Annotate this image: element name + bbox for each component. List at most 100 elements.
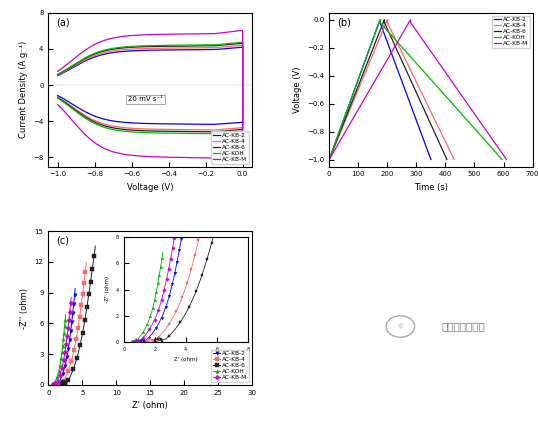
AC-KB-2: [58, 376, 64, 381]
AC-KB-6: [59, 382, 65, 387]
AC-KB-4: [451, 157, 457, 162]
AC-KB-6: [68, 372, 74, 377]
AC-KOH: [326, 156, 332, 161]
AC-KB-6: [239, 41, 246, 46]
AC-KB-2: [377, 17, 383, 22]
AC-KB-6: [381, 17, 387, 22]
AC-KB-4: [326, 157, 332, 162]
AC-KB-2: [54, 93, 61, 98]
AC-KB-6: [77, 58, 83, 63]
AC-KB-2: [52, 381, 59, 386]
AC-KOH: [54, 374, 60, 379]
AC-KB-M: [209, 156, 215, 161]
AC-KB-6: [393, 46, 399, 51]
AC-KB-2: [211, 122, 218, 127]
AC-KB-2: [143, 121, 150, 126]
AC-KOH: [54, 373, 61, 378]
AC-KB-M: [426, 46, 432, 51]
AC-KB-2: [105, 118, 111, 123]
AC-KB-M: [199, 155, 206, 160]
AC-KB-2: [419, 132, 425, 137]
AC-KB-M: [56, 373, 63, 378]
AC-KB-2: [56, 379, 62, 384]
AC-KOH: [400, 46, 406, 51]
AC-KB-M: [77, 51, 83, 56]
AC-KB-4: [63, 374, 69, 379]
AC-KB-M: [55, 376, 61, 381]
AC-KB-6: [92, 244, 98, 249]
Line: AC-KB-M: AC-KB-M: [329, 20, 506, 159]
AC-KB-M: [50, 382, 56, 387]
AC-KB-6: [424, 115, 431, 120]
AC-KOH: [199, 131, 206, 136]
AC-KB-M: [503, 157, 509, 162]
AC-KB-6: [326, 157, 332, 162]
Line: AC-KB-6: AC-KB-6: [58, 43, 243, 132]
AC-KB-4: [211, 127, 218, 132]
AC-KB-6: [211, 129, 218, 135]
AC-KB-4: [77, 60, 83, 65]
AC-KB-4: [56, 381, 62, 386]
AC-KOH: [239, 40, 246, 45]
AC-KOH: [209, 131, 215, 136]
AC-KB-6: [70, 367, 76, 372]
AC-KB-M: [426, 47, 433, 52]
AC-KB-6: [143, 128, 150, 133]
AC-KB-2: [188, 122, 194, 127]
AC-KB-4: [384, 17, 391, 22]
AC-KB-M: [63, 337, 70, 342]
AC-KB-4: [188, 127, 194, 132]
AC-KOH: [49, 382, 55, 387]
AC-KB-4: [199, 127, 206, 132]
AC-KB-2: [77, 61, 83, 66]
AC-KB-M: [54, 69, 61, 74]
AC-KB-2: [239, 45, 246, 50]
AC-KB-2: [67, 333, 74, 338]
AC-KOH: [77, 58, 83, 63]
AC-KOH: [54, 72, 61, 77]
AC-KB-6: [105, 124, 111, 129]
AC-KB-2: [326, 157, 332, 162]
Line: AC-KOH: AC-KOH: [58, 42, 243, 134]
AC-KB-M: [327, 156, 333, 161]
AC-KB-4: [54, 95, 61, 100]
AC-KOH: [377, 17, 383, 22]
AC-KB-M: [143, 154, 150, 159]
AC-KOH: [143, 130, 150, 135]
AC-KB-6: [65, 378, 72, 383]
AC-KB-M: [50, 382, 56, 387]
Y-axis label: -Z'' (ohm): -Z'' (ohm): [20, 288, 29, 329]
Legend: AC-KB-2, AC-KB-4, AC-KB-6, AC-KOH, AC-KB-M: AC-KB-2, AC-KB-4, AC-KB-6, AC-KOH, AC-KB…: [211, 131, 249, 164]
AC-KB-6: [62, 382, 69, 387]
AC-KB-2: [72, 286, 79, 291]
AC-KB-6: [444, 157, 450, 162]
AC-KOH: [50, 382, 56, 387]
AC-KB-6: [188, 129, 194, 134]
Line: AC-KB-M: AC-KB-M: [58, 30, 243, 158]
AC-KB-4: [399, 51, 406, 56]
AC-KB-4: [397, 47, 404, 52]
AC-KOH: [59, 346, 66, 351]
AC-KB-M: [239, 28, 246, 33]
AC-KB-6: [199, 129, 206, 134]
AC-KB-M: [407, 17, 414, 22]
AC-KB-2: [428, 157, 434, 162]
AC-KOH: [401, 47, 407, 52]
AC-KB-4: [397, 46, 403, 51]
AC-KB-M: [53, 379, 60, 385]
AC-KB-6: [54, 72, 61, 77]
AC-KB-4: [55, 382, 62, 387]
AC-KB-M: [473, 115, 480, 120]
AC-KB-4: [65, 369, 72, 374]
Line: AC-KB-2: AC-KB-2: [329, 20, 431, 159]
X-axis label: Z' (ohm): Z' (ohm): [132, 401, 168, 410]
AC-KB-4: [327, 156, 333, 161]
AC-KB-4: [209, 127, 215, 132]
AC-KB-2: [52, 382, 59, 387]
AC-KB-2: [54, 382, 60, 387]
AC-KB-4: [58, 382, 65, 387]
AC-KB-6: [59, 380, 66, 385]
AC-KB-6: [327, 156, 333, 161]
Text: (a): (a): [56, 17, 70, 27]
AC-KB-M: [52, 382, 58, 387]
